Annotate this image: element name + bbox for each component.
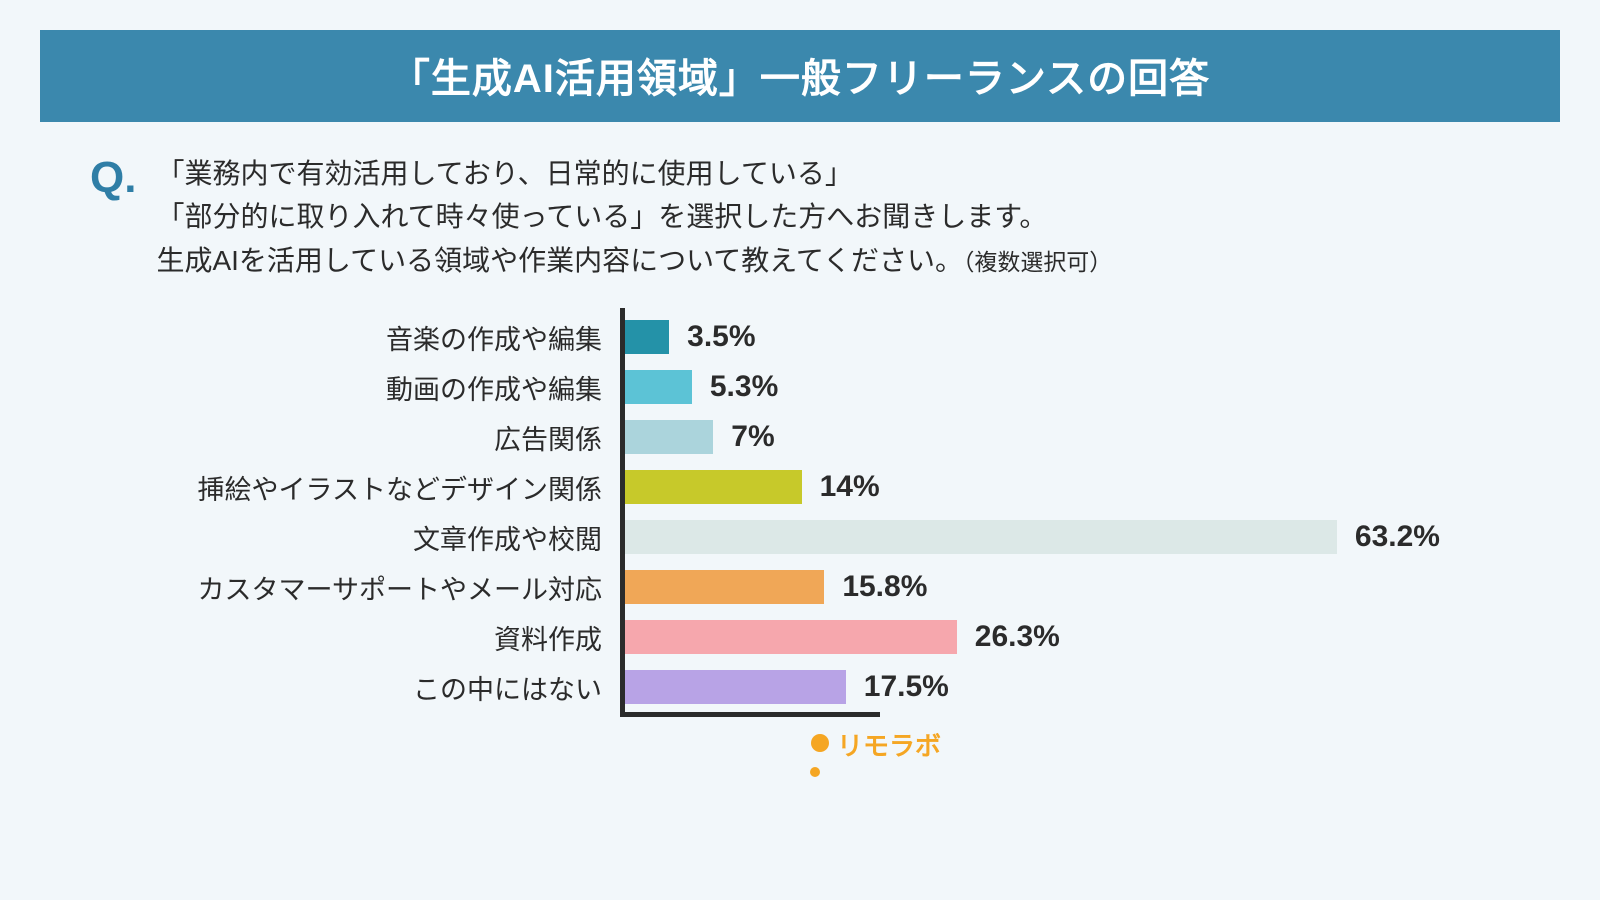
bar-label: 挿絵やイラストなどデザイン関係 xyxy=(40,468,620,507)
bar xyxy=(625,670,846,704)
bar-wrap: 26.3% xyxy=(620,620,1440,654)
bar-label: 広告関係 xyxy=(40,418,620,457)
bar xyxy=(625,320,669,354)
bar xyxy=(625,470,802,504)
footer-text: リモラボ xyxy=(837,726,941,763)
bar-value: 17.5% xyxy=(864,670,949,704)
bar xyxy=(625,570,824,604)
bar-value: 14% xyxy=(820,470,880,504)
bar-wrap: 7% xyxy=(620,420,1440,454)
bar-wrap: 3.5% xyxy=(620,320,1440,354)
bar-value: 3.5% xyxy=(687,320,755,354)
brand-icon xyxy=(811,734,829,752)
chart-row: 資料作成 26.3% xyxy=(40,612,1500,662)
bar xyxy=(625,370,692,404)
bar-wrap: 63.2% xyxy=(620,520,1440,554)
q-line1: 「業務内で有効活用しており、日常的に使用している」 xyxy=(156,158,852,189)
chart-row: 音楽の作成や編集 3.5% xyxy=(40,312,1500,362)
chart-row: カスタマーサポートやメール対応 15.8% xyxy=(40,562,1500,612)
title-text: 「生成AI活用領域」一般フリーランスの回答 xyxy=(390,57,1210,101)
q-line3: 生成AIを活用している領域や作業内容について教えてください。 xyxy=(156,245,963,276)
bar-value: 15.8% xyxy=(842,570,927,604)
bar-wrap: 14% xyxy=(620,470,1440,504)
bar-label: 動画の作成や編集 xyxy=(40,368,620,407)
chart-row: 挿絵やイラストなどデザイン関係 14% xyxy=(40,462,1500,512)
bar-label: カスタマーサポートやメール対応 xyxy=(40,568,620,607)
bar-label: 文章作成や校閲 xyxy=(40,518,620,557)
bar-value: 5.3% xyxy=(710,370,778,404)
q-mark: Q. xyxy=(90,156,136,200)
bar-value: 7% xyxy=(731,420,774,454)
bar-label: 音楽の作成や編集 xyxy=(40,318,620,357)
bar-label: 資料作成 xyxy=(40,618,620,657)
bar xyxy=(625,520,1337,554)
bar-chart: 音楽の作成や編集 3.5% 動画の作成や編集 5.3% 広告関係 7% 挿絵やイラストなどデ… xyxy=(40,312,1500,712)
chart-row: 広告関係 7% xyxy=(40,412,1500,462)
bar-wrap: 5.3% xyxy=(620,370,1440,404)
bar-wrap: 17.5% xyxy=(620,670,1440,704)
chart-rows: 音楽の作成や編集 3.5% 動画の作成や編集 5.3% 広告関係 7% 挿絵やイラストなどデ… xyxy=(40,312,1500,712)
bar-value: 26.3% xyxy=(975,620,1060,654)
footer-brand: リモラボ xyxy=(190,726,1560,763)
x-axis xyxy=(620,712,880,717)
chart-row: 文章作成や校閲 63.2% xyxy=(40,512,1500,562)
bar-label: この中にはない xyxy=(40,668,620,707)
question-text: 「業務内で有効活用しており、日常的に使用している」 「部分的に取り入れて時々使っ… xyxy=(156,152,1112,282)
brand-icon-small xyxy=(810,767,820,777)
chart-row: この中にはない 17.5% xyxy=(40,662,1500,712)
q-line2: 「部分的に取り入れて時々使っている」を選択した方へお聞きします。 xyxy=(156,201,1047,232)
title-bar: 「生成AI活用領域」一般フリーランスの回答 xyxy=(40,30,1560,122)
bar-value: 63.2% xyxy=(1355,520,1440,554)
chart-row: 動画の作成や編集 5.3% xyxy=(40,362,1500,412)
bar-wrap: 15.8% xyxy=(620,570,1440,604)
question-block: Q. 「業務内で有効活用しており、日常的に使用している」 「部分的に取り入れて時… xyxy=(40,122,1560,292)
bar xyxy=(625,620,957,654)
bar xyxy=(625,420,713,454)
q-note: （複数選択可） xyxy=(963,249,1112,275)
